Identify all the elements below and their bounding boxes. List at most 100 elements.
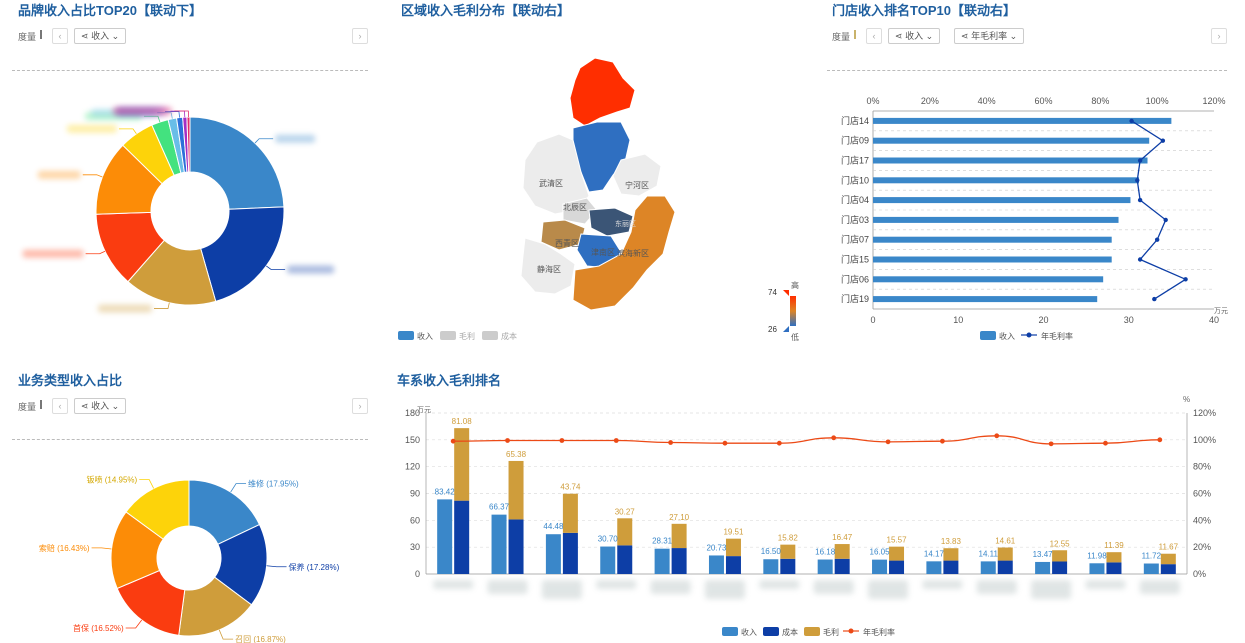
bar-cost[interactable] [1160, 564, 1176, 574]
rate-point[interactable] [776, 440, 782, 446]
bar[interactable] [873, 216, 1119, 223]
bar[interactable] [873, 236, 1112, 243]
bar-cost[interactable] [834, 558, 850, 574]
bar[interactable] [873, 157, 1148, 164]
bar-margin[interactable] [508, 460, 524, 520]
bar-cost[interactable] [1052, 561, 1068, 574]
bar[interactable] [873, 276, 1104, 283]
bar-revenue[interactable] [545, 534, 561, 574]
bar-revenue[interactable] [600, 546, 616, 574]
bar-revenue[interactable] [763, 559, 779, 574]
bar-margin[interactable] [671, 523, 687, 549]
bar-margin[interactable] [617, 518, 633, 546]
bar-margin[interactable] [834, 544, 850, 559]
rate-point[interactable] [505, 438, 510, 443]
margin-point[interactable] [1129, 118, 1134, 124]
margin-point[interactable] [1137, 197, 1143, 203]
rate-point[interactable] [1157, 437, 1163, 443]
scale-handle-bottom[interactable] [783, 326, 789, 332]
bar-cost[interactable] [725, 556, 741, 574]
legend-swatch-cost[interactable] [763, 627, 779, 636]
scale-handle-top[interactable] [783, 290, 789, 296]
bar-revenue[interactable] [491, 514, 507, 574]
bar[interactable] [873, 296, 1098, 303]
map-region[interactable] [569, 57, 636, 127]
legend-swatch-revenue[interactable] [980, 331, 996, 340]
bar-margin[interactable] [943, 548, 959, 561]
pie-slice[interactable] [189, 116, 285, 210]
rate-point[interactable] [1048, 441, 1054, 447]
bar-margin[interactable] [562, 493, 578, 533]
rate-point[interactable] [722, 440, 728, 446]
bar-revenue[interactable] [980, 561, 996, 574]
prev-button[interactable]: ‹ [52, 398, 68, 414]
measure-select[interactable]: ⋖ 收入 ⌄ [74, 28, 127, 44]
rate-point[interactable] [885, 439, 891, 445]
margin-point[interactable] [1152, 296, 1157, 302]
bar-cost[interactable] [780, 558, 796, 574]
measure-select[interactable]: ⋖ 收入 ⌄ [74, 398, 127, 414]
bar-revenue[interactable] [1089, 563, 1105, 574]
legend-swatch-revenue[interactable] [398, 331, 414, 340]
prev-button[interactable]: ‹ [52, 28, 68, 44]
bar-cost[interactable] [508, 519, 524, 574]
bar[interactable] [873, 197, 1131, 204]
bar-margin[interactable] [1106, 552, 1122, 563]
bar-margin[interactable] [725, 538, 741, 557]
bar-revenue[interactable] [654, 548, 670, 574]
prev-button[interactable]: ‹ [866, 28, 882, 44]
bar-cost[interactable] [617, 545, 633, 574]
pie-slice[interactable] [200, 206, 285, 303]
margin-point[interactable] [1163, 217, 1168, 223]
legend-swatch-revenue[interactable] [722, 627, 738, 636]
rate-point[interactable] [559, 438, 565, 443]
bar-cost[interactable] [943, 560, 959, 574]
legend-swatch-margin[interactable] [440, 331, 456, 340]
bar-revenue[interactable] [437, 499, 453, 574]
legend-swatch-cost[interactable] [482, 331, 498, 340]
margin-point[interactable] [1183, 277, 1188, 282]
bar-margin[interactable] [1160, 553, 1176, 565]
bar-cost[interactable] [562, 532, 578, 574]
pie-slice[interactable] [186, 116, 191, 173]
visual-map-scale[interactable] [790, 296, 796, 326]
measure-select[interactable]: ⋖ 收入 ⌄ [888, 28, 941, 44]
margin-point[interactable] [1154, 237, 1160, 242]
rate-point[interactable] [668, 440, 674, 445]
bar-revenue[interactable] [817, 559, 833, 574]
map-region[interactable] [588, 207, 634, 237]
next-button[interactable]: › [352, 28, 368, 44]
margin-point[interactable] [1137, 257, 1143, 262]
rate-point[interactable] [1103, 440, 1108, 446]
bar-revenue[interactable] [708, 555, 724, 574]
bar-margin[interactable] [1052, 550, 1068, 562]
next-button[interactable]: › [1211, 28, 1227, 44]
bar-revenue[interactable] [872, 559, 888, 574]
bar-margin[interactable] [997, 547, 1013, 561]
bar-margin[interactable] [889, 546, 905, 561]
map-region[interactable] [572, 195, 676, 311]
bar[interactable] [873, 137, 1150, 144]
rate-point[interactable] [994, 433, 1000, 439]
rate-point[interactable] [939, 438, 945, 444]
bar[interactable] [873, 117, 1172, 124]
bar-revenue[interactable] [1143, 563, 1159, 574]
map-region[interactable] [612, 153, 662, 197]
legend-swatch-margin[interactable] [804, 627, 820, 636]
bar-cost[interactable] [997, 560, 1013, 574]
next-button[interactable]: › [352, 398, 368, 414]
margin-point[interactable] [1137, 158, 1143, 163]
margin-point[interactable] [1135, 178, 1140, 183]
rate-point[interactable] [613, 438, 619, 443]
bar-margin[interactable] [454, 428, 470, 501]
bar[interactable] [873, 256, 1112, 263]
bar-revenue[interactable] [926, 561, 942, 574]
bar[interactable] [873, 177, 1139, 184]
rate-point[interactable] [450, 438, 456, 444]
rate-point[interactable] [831, 435, 837, 441]
bar-cost[interactable] [889, 560, 905, 574]
margin-point[interactable] [1160, 138, 1166, 143]
line-measure-select[interactable]: ⋖ 年毛利率 ⌄ [954, 28, 1025, 44]
bar-cost[interactable] [454, 500, 470, 574]
map-region[interactable] [520, 237, 576, 295]
